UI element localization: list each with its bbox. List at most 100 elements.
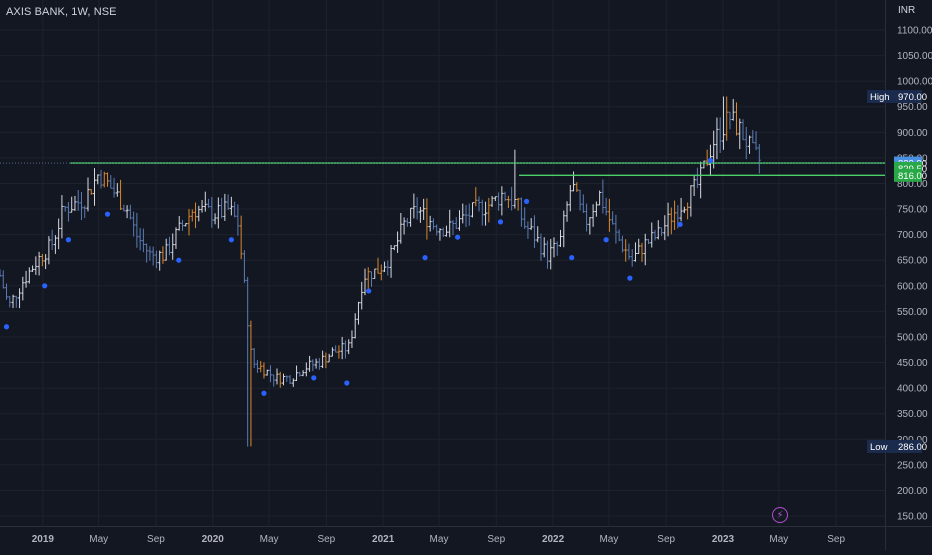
ohlc-bar (141, 228, 145, 253)
y-tick-label: 500.00 (897, 332, 928, 343)
ohlc-bar (695, 167, 699, 189)
ohlc-bar (161, 246, 165, 264)
ohlc-bar (611, 211, 615, 225)
ohlc-bar (552, 237, 556, 258)
ohlc-bar (184, 223, 188, 227)
ohlc-bar (581, 194, 585, 213)
ohlc-bar (438, 228, 442, 241)
x-tick-label: May (260, 534, 279, 545)
price-tag-value: 970.00 (898, 92, 927, 103)
ohlc-bar (656, 220, 660, 240)
ohlc-bar (415, 197, 419, 220)
ohlc-bar (588, 217, 592, 235)
ohlc-bar (151, 246, 155, 266)
ohlc-bar (213, 213, 217, 225)
ohlc-bar (171, 233, 175, 260)
ohlc-bar (148, 246, 152, 261)
y-tick-label: 150.00 (897, 512, 928, 523)
price-tag-value: 816.00 (898, 171, 927, 182)
signal-marker (366, 288, 372, 294)
ohlc-bar (70, 196, 74, 213)
x-tick-label: May (430, 534, 449, 545)
ohlc-bar (327, 353, 331, 363)
price-tag-bg (894, 168, 922, 182)
ohlc-bar (689, 185, 693, 217)
ohlc-bar (216, 197, 220, 229)
ohlc-bar (79, 191, 83, 221)
ohlc-bar (731, 98, 735, 121)
lightning-icon[interactable]: ⚡ (772, 507, 788, 523)
ohlc-bar (360, 281, 364, 310)
ohlc-bar (285, 375, 289, 382)
ohlc-bar (640, 242, 644, 262)
signal-marker (569, 255, 575, 261)
ohlc-bar (748, 135, 752, 154)
ohlc-bar (242, 250, 246, 284)
y-tick-label: 1000.00 (897, 77, 932, 88)
ohlc-bar (682, 206, 686, 214)
ohlc-bar (526, 221, 530, 239)
ohlc-bar (109, 175, 113, 189)
ohlc-bar (252, 347, 256, 369)
ohlc-bar (112, 177, 116, 198)
ohlc-bar (291, 378, 295, 387)
ohlc-bar (187, 208, 191, 236)
ohlc-bar (233, 201, 237, 218)
ohlc-bar (86, 177, 90, 212)
ohlc-bar (542, 237, 546, 258)
ohlc-bar (8, 296, 12, 308)
ohlc-bar (513, 149, 517, 209)
price-tag-value: 286.00 (898, 442, 927, 453)
ohlc-bar (330, 347, 334, 357)
ohlc-bar (34, 256, 38, 275)
y-tick-label: 1100.00 (897, 26, 932, 37)
ohlc-bar (314, 358, 318, 369)
ohlc-bar (669, 207, 673, 235)
ohlc-bar (699, 161, 703, 199)
ohlc-bar (497, 192, 501, 211)
signal-markers (3, 157, 714, 396)
ohlc-bar (686, 202, 690, 220)
ohlc-bar (679, 197, 683, 222)
ohlc-bar (47, 236, 51, 265)
y-tick-label: 250.00 (897, 460, 928, 471)
ohlc-bar (754, 131, 758, 151)
ohlc-bar (487, 197, 491, 223)
ohlc-bar (135, 212, 139, 248)
price-tag-label: High (870, 92, 890, 103)
ohlc-bar (220, 197, 224, 219)
ohlc-bar (298, 371, 302, 377)
ohlc-bar (630, 249, 634, 267)
ohlc-bar (18, 288, 22, 309)
x-tick-label: 2021 (372, 534, 395, 545)
ohlc-bar (119, 179, 123, 210)
ohlc-bar (715, 117, 719, 160)
ohlc-bar (431, 218, 435, 230)
support-lines (0, 162, 885, 176)
ohlc-bar (673, 200, 677, 230)
ohlc-bar (471, 202, 475, 218)
signal-marker (104, 211, 111, 217)
ohlc-bar (246, 277, 250, 447)
signal-marker (176, 257, 182, 263)
ohlc-bar (272, 374, 276, 387)
ohlc-bar (106, 172, 110, 187)
ohlc-bar (647, 238, 651, 245)
y-tick-label: 650.00 (897, 256, 928, 267)
ohlc-bar (57, 218, 61, 250)
symbol-title: AXIS BANK, 1W, NSE (6, 6, 117, 18)
y-tick-label: 900.00 (897, 128, 928, 139)
ohlc-bar (50, 229, 54, 251)
ohlc-bar (500, 186, 504, 216)
ohlc-bar (334, 345, 338, 353)
ohlc-bar (40, 253, 44, 267)
x-tick-label: 2019 (32, 534, 55, 545)
ohlc-bar (490, 196, 494, 207)
ohlc-bar (11, 294, 15, 309)
ohlc-bar (363, 268, 367, 296)
ohlc-bar (210, 196, 214, 228)
ohlc-bar (405, 217, 409, 227)
